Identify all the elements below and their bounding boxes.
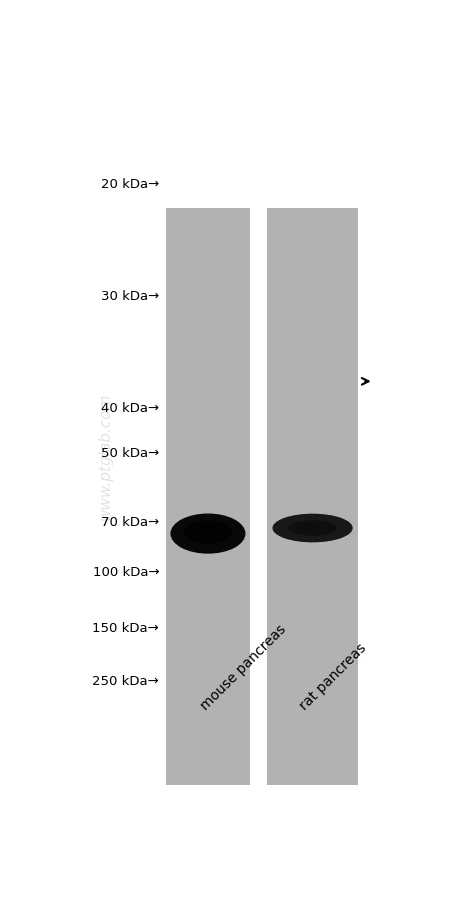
Bar <box>267 209 358 786</box>
Ellipse shape <box>184 521 232 544</box>
Text: 20 kDa→: 20 kDa→ <box>101 179 159 191</box>
Text: rat pancreas: rat pancreas <box>297 640 369 713</box>
Ellipse shape <box>171 514 245 554</box>
Text: mouse pancreas: mouse pancreas <box>198 621 289 713</box>
Text: 50 kDa→: 50 kDa→ <box>101 446 159 460</box>
Bar <box>166 209 250 786</box>
Text: 150 kDa→: 150 kDa→ <box>92 621 159 634</box>
Ellipse shape <box>273 514 353 543</box>
Text: 100 kDa→: 100 kDa→ <box>93 565 159 578</box>
Text: 70 kDa→: 70 kDa→ <box>101 515 159 528</box>
Text: 30 kDa→: 30 kDa→ <box>101 290 159 302</box>
Text: www.ptglab.com: www.ptglab.com <box>98 391 112 520</box>
Text: 250 kDa→: 250 kDa→ <box>92 675 159 687</box>
Ellipse shape <box>288 520 337 536</box>
Text: 40 kDa→: 40 kDa→ <box>101 401 159 415</box>
